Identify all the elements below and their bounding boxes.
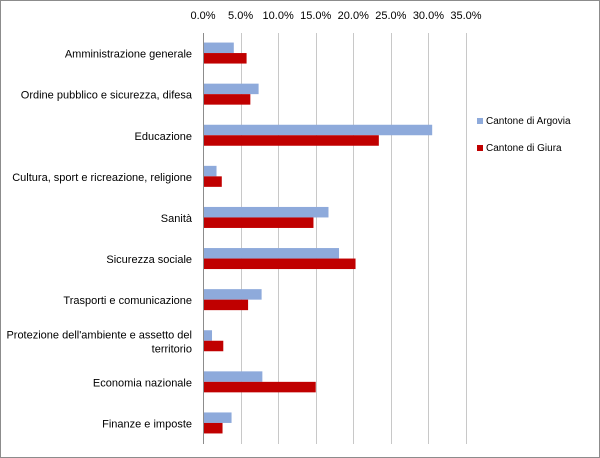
category-label: Sicurezza sociale	[106, 254, 192, 266]
legend-swatch	[477, 118, 483, 124]
category-label: Sanità	[161, 213, 193, 225]
x-tick-label: 30.0%	[413, 10, 444, 22]
legend: Cantone di Argovia Cantone di Giura	[477, 116, 571, 154]
x-tick-label: 0.0%	[190, 10, 215, 22]
bar-argovia	[204, 206, 329, 218]
category-label: Economia nazionale	[93, 377, 192, 389]
category-label: territorio	[152, 343, 192, 355]
x-tick-label: 15.0%	[300, 10, 331, 22]
legend-label: Cantone di Giura	[486, 143, 562, 154]
bar-giura	[204, 258, 356, 270]
bar-argovia	[204, 124, 433, 136]
bar-argovia	[204, 248, 340, 259]
bar-argovia	[204, 371, 263, 382]
bar-giura	[204, 53, 247, 64]
bars	[204, 42, 433, 434]
category-label: Ordine pubblico e sicurezza, difesa	[21, 90, 193, 102]
bar-argovia	[204, 83, 259, 95]
bar-giura	[204, 217, 314, 228]
x-tick-label: 35.0%	[450, 10, 481, 22]
bar-argovia	[204, 289, 262, 300]
legend-label: Cantone di Argovia	[486, 116, 571, 127]
category-label: Amministrazione generale	[65, 49, 192, 61]
x-tick-label: 25.0%	[375, 10, 406, 22]
category-label: Cultura, sport e ricreazione, religione	[12, 172, 192, 184]
bar-giura	[204, 381, 316, 393]
x-tick-label: 5.0%	[228, 10, 253, 22]
x-tick-label: 20.0%	[338, 10, 369, 22]
bar-giura	[204, 176, 222, 187]
bar-giura	[204, 422, 223, 434]
bar-argovia	[204, 330, 213, 341]
bar-argovia	[204, 412, 232, 423]
bar-giura	[204, 135, 379, 146]
x-tick-label: 10.0%	[263, 10, 294, 22]
category-label: Finanze e imposte	[102, 418, 192, 430]
category-label: Trasporti e comunicazione	[63, 295, 192, 307]
bar-giura	[204, 299, 249, 311]
bar-argovia	[204, 165, 217, 177]
legend-swatch	[477, 145, 483, 151]
category-label: Protezione dell'ambiente e assetto del	[6, 329, 192, 341]
bar-giura	[204, 340, 224, 352]
bar-giura	[204, 94, 251, 105]
category-labels: Amministrazione generale Ordine pubblico …	[6, 49, 192, 431]
category-label: Educazione	[135, 131, 193, 143]
x-axis-ticks: 0.0% 5.0% 10.0% 15.0% 20.0% 25.0% 30.0% 35.0%	[190, 10, 481, 22]
bar-argovia	[204, 42, 234, 54]
